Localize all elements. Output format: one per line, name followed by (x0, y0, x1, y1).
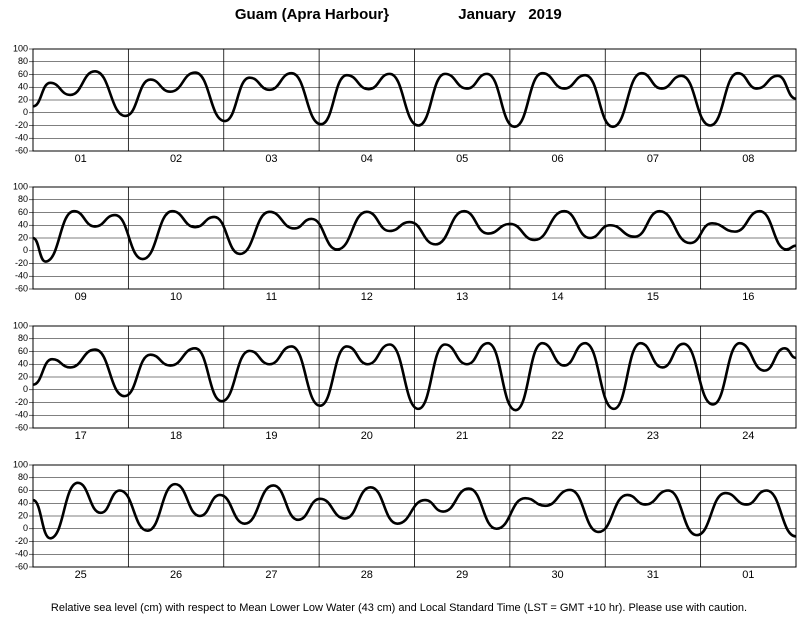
x-tick-label: 30 (551, 569, 563, 581)
y-tick-label: 100 (13, 181, 28, 191)
x-tick-label: 10 (170, 291, 182, 303)
y-tick-label: 0 (23, 384, 28, 394)
y-tick-label: 60 (18, 346, 28, 356)
x-tick-label: 02 (170, 153, 182, 165)
x-tick-label: 07 (647, 153, 659, 165)
y-tick-label: 100 (13, 320, 28, 330)
y-tick-label: -40 (15, 133, 28, 143)
tide-line (32, 209, 797, 263)
x-tick-label: 26 (170, 569, 182, 581)
x-tick-label: 15 (647, 291, 659, 303)
tide-line (32, 481, 797, 540)
x-tick-label: 20 (361, 430, 373, 442)
y-tick-label: 80 (18, 333, 28, 343)
y-tick-label: 20 (18, 371, 28, 381)
x-tick-label: 17 (75, 430, 87, 442)
x-tick-label: 27 (265, 569, 277, 581)
y-tick-label: 20 (18, 94, 28, 104)
y-tick-label: -20 (15, 536, 28, 546)
y-tick-label: 0 (23, 245, 28, 255)
x-tick-label: 18 (170, 430, 182, 442)
x-tick-label: 01 (75, 153, 87, 165)
x-tick-label: 19 (265, 430, 277, 442)
x-tick-label: 05 (456, 153, 468, 165)
y-tick-label: 80 (18, 56, 28, 66)
x-tick-label: 23 (647, 430, 659, 442)
plot-frame (32, 325, 797, 429)
y-tick-label: -40 (15, 271, 28, 281)
x-tick-label: 21 (456, 430, 468, 442)
y-tick-label: 100 (13, 43, 28, 53)
y-tick-label: -40 (15, 410, 28, 420)
y-tick-label: -60 (15, 283, 28, 293)
x-tick-label: 01 (742, 569, 754, 581)
x-tick-label: 13 (456, 291, 468, 303)
x-tick-label: 12 (361, 291, 373, 303)
y-tick-label: -60 (15, 145, 28, 155)
y-tick-label: -40 (15, 549, 28, 559)
y-tick-label: 40 (18, 82, 28, 92)
x-tick-label: 08 (742, 153, 754, 165)
x-tick-label: 22 (551, 430, 563, 442)
y-tick-label: 60 (18, 485, 28, 495)
tide-line (32, 341, 797, 412)
footnote: Relative sea level (cm) with respect to … (51, 602, 747, 614)
chart-title: Guam (Apra Harbour} (235, 6, 389, 23)
x-tick-label: 31 (647, 569, 659, 581)
x-tick-label: 03 (265, 153, 277, 165)
y-tick-label: -20 (15, 397, 28, 407)
y-tick-label: 40 (18, 359, 28, 369)
x-tick-label: 09 (75, 291, 87, 303)
y-tick-label: 0 (23, 523, 28, 533)
y-tick-label: -20 (15, 120, 28, 130)
y-tick-label: 20 (18, 232, 28, 242)
plot-frame (32, 464, 797, 568)
tide-line (32, 70, 797, 129)
x-tick-label: 06 (551, 153, 563, 165)
x-tick-label: 24 (742, 430, 754, 442)
y-tick-label: 80 (18, 472, 28, 482)
x-tick-label: 04 (361, 153, 373, 165)
y-tick-label: 40 (18, 498, 28, 508)
x-tick-label: 16 (742, 291, 754, 303)
chart-date: January 2019 (458, 6, 561, 23)
x-tick-label: 28 (361, 569, 373, 581)
y-tick-label: 20 (18, 510, 28, 520)
x-tick-label: 25 (75, 569, 87, 581)
y-tick-label: 0 (23, 107, 28, 117)
y-tick-label: 80 (18, 194, 28, 204)
y-tick-label: 40 (18, 220, 28, 230)
x-tick-label: 11 (266, 291, 277, 303)
x-tick-label: 14 (551, 291, 563, 303)
y-tick-label: -60 (15, 422, 28, 432)
x-tick-label: 29 (456, 569, 468, 581)
y-tick-label: 60 (18, 69, 28, 79)
y-tick-label: 60 (18, 207, 28, 217)
y-tick-label: -60 (15, 561, 28, 571)
y-tick-label: -20 (15, 258, 28, 268)
y-tick-label: 100 (13, 459, 28, 469)
